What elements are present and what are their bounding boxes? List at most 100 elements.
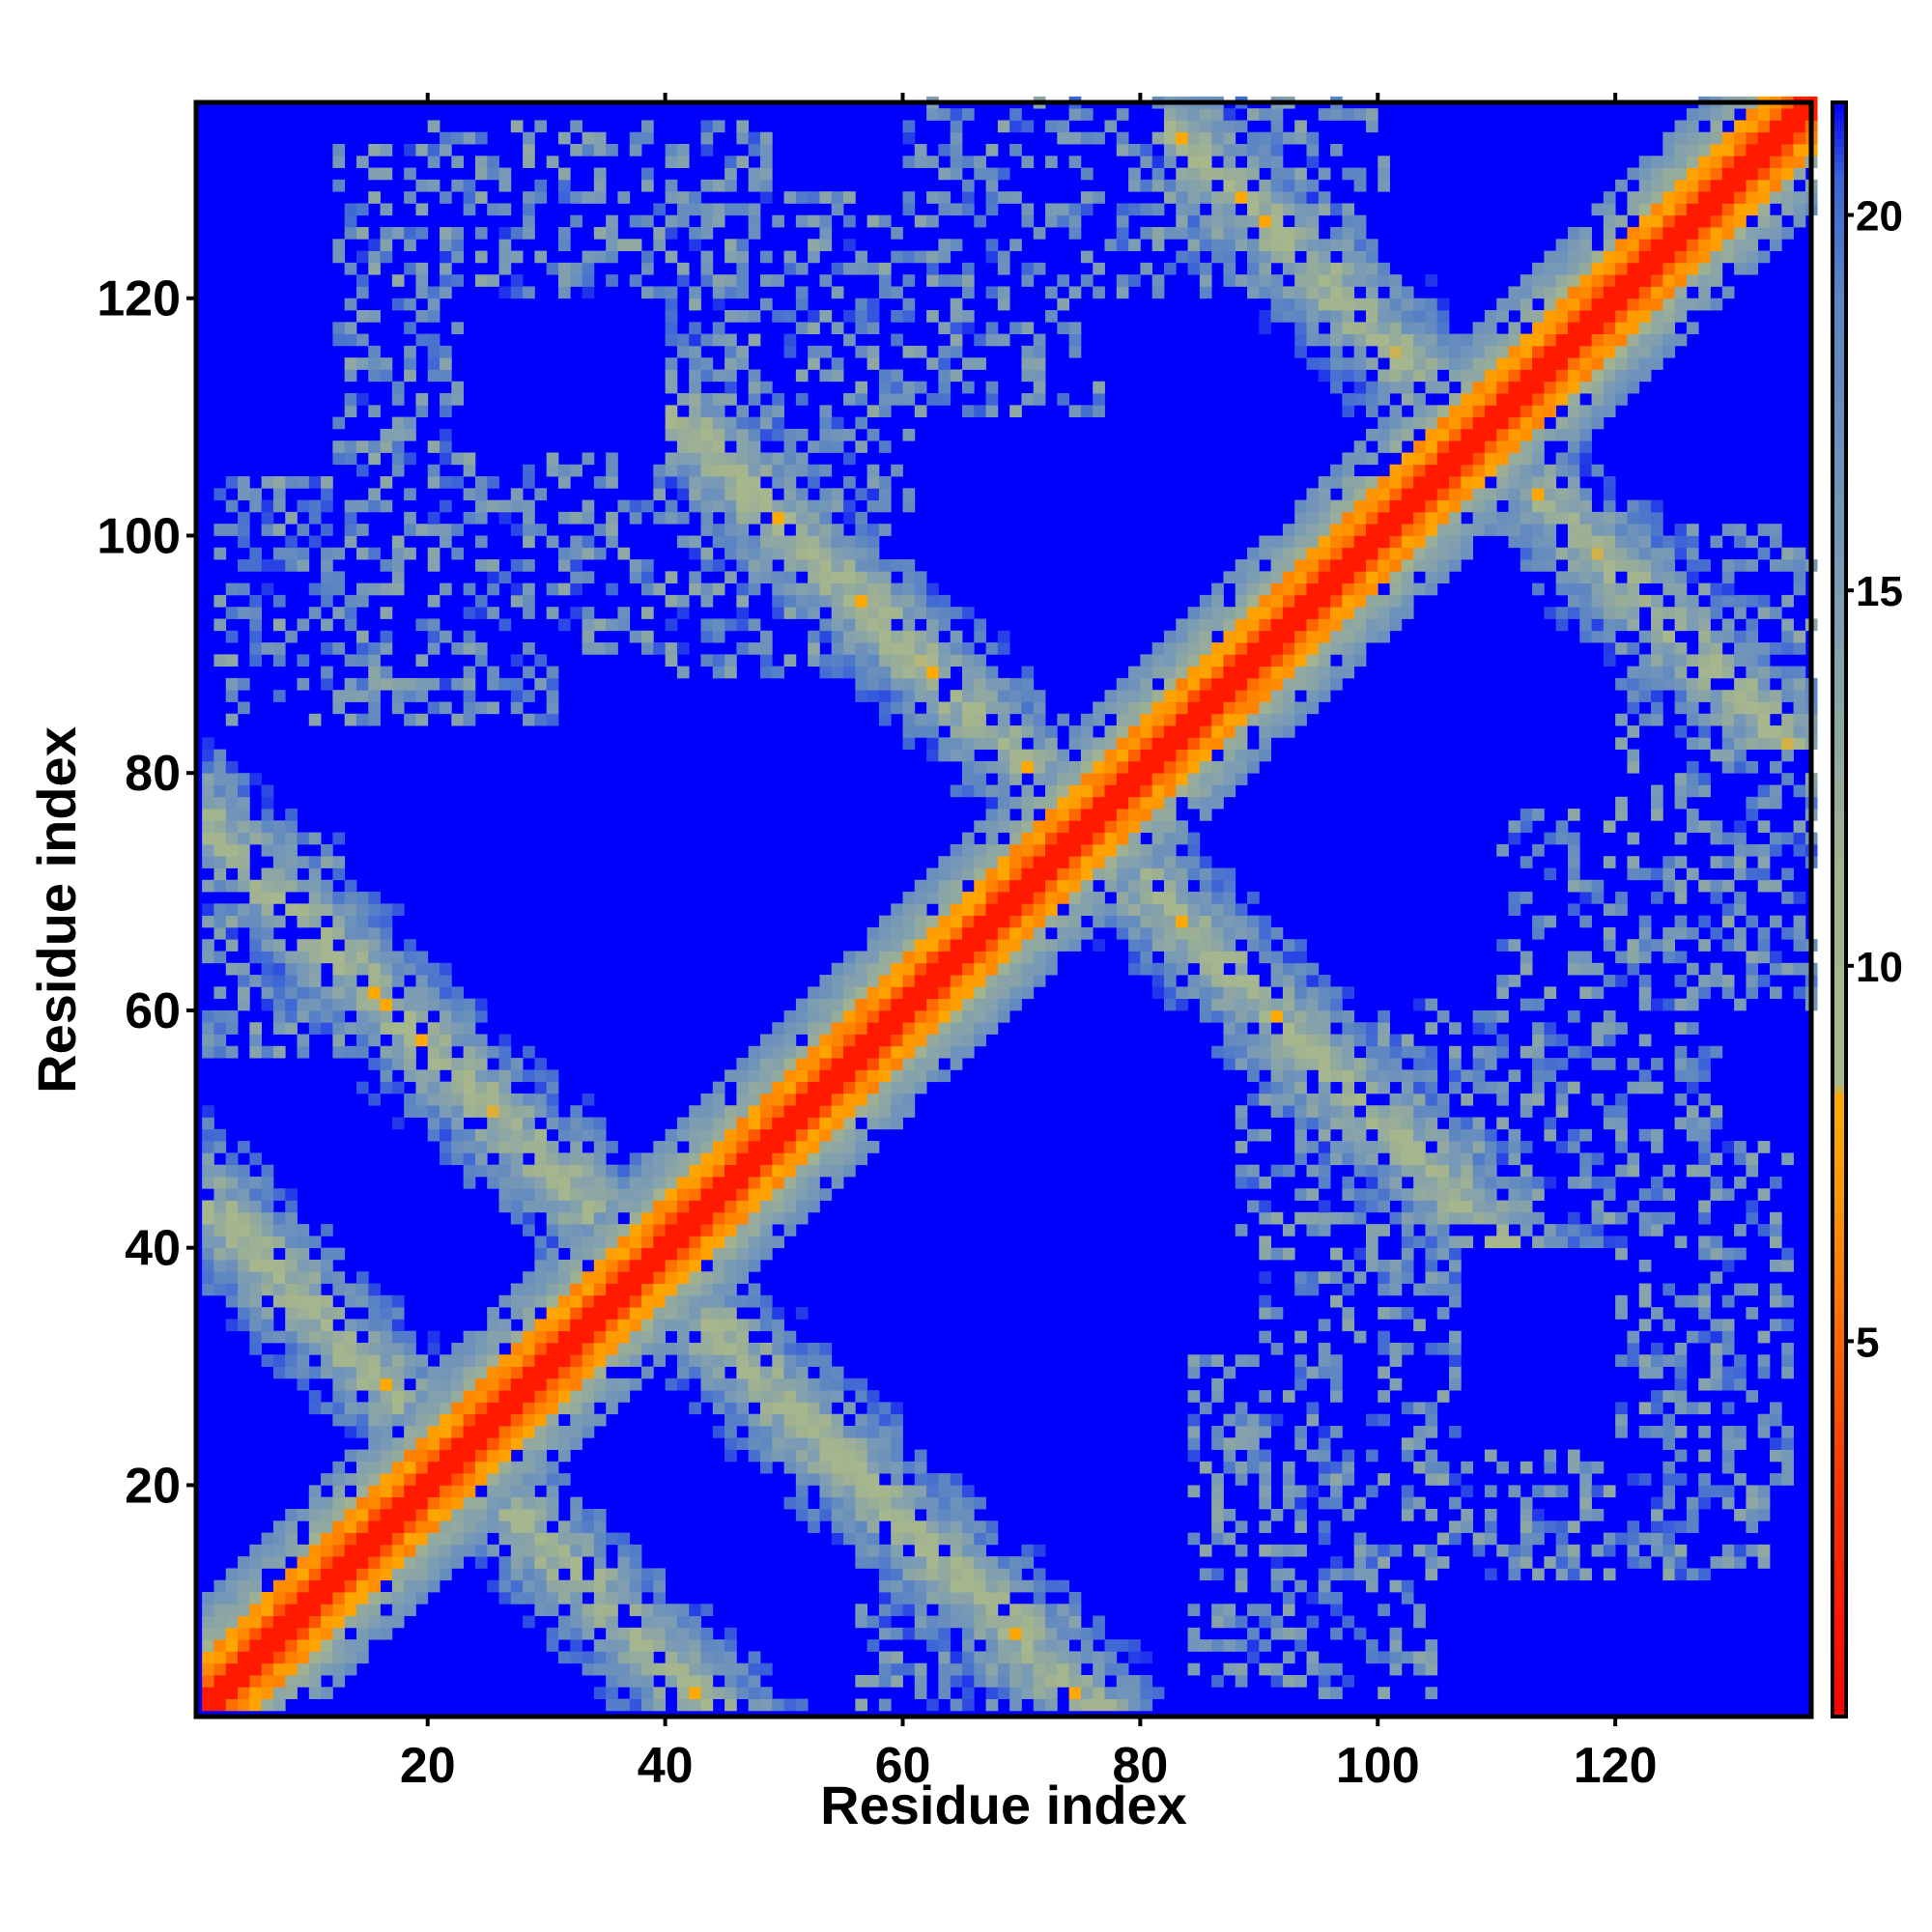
heatmap-cell [867, 1496, 880, 1510]
heatmap-cell [926, 250, 939, 264]
heatmap-cell [238, 1307, 250, 1320]
heatmap-cell [795, 1200, 809, 1213]
heatmap-cell [736, 1675, 750, 1688]
heatmap-cell [1068, 1591, 1082, 1605]
heatmap-cell [404, 1485, 416, 1498]
heatmap-cell [308, 1532, 322, 1546]
heatmap-cell [1033, 713, 1046, 726]
heatmap-cell [570, 214, 582, 228]
heatmap-cell [795, 286, 809, 299]
heatmap-cell [1199, 594, 1212, 608]
heatmap-cell [1093, 773, 1105, 785]
heatmap-cell [985, 405, 999, 417]
heatmap-cell [285, 1342, 298, 1355]
heatmap-cell [759, 1247, 773, 1261]
heatmap-cell [1211, 239, 1224, 251]
heatmap-cell [415, 1105, 429, 1118]
heatmap-cell [308, 582, 322, 596]
heatmap-cell [355, 951, 369, 964]
heatmap-cell [213, 1164, 227, 1178]
heatmap-cell [321, 559, 333, 572]
heatmap-cell [202, 951, 214, 964]
heatmap-cell [950, 843, 963, 857]
heatmap-cell [285, 951, 298, 964]
heatmap-cell [368, 1354, 381, 1367]
heatmap-cell [808, 476, 820, 489]
heatmap-cell [404, 690, 416, 702]
heatmap-cell [1259, 1485, 1272, 1498]
heatmap-cell [546, 1496, 559, 1510]
heatmap-cell [831, 998, 844, 1011]
heatmap-cell [238, 975, 250, 987]
heatmap-cell [463, 179, 476, 192]
heatmap-cell [748, 214, 761, 228]
heatmap-cell [1259, 677, 1272, 691]
heatmap-cell [938, 998, 952, 1011]
heatmap-cell [1128, 749, 1141, 762]
heatmap-cell [985, 986, 999, 1000]
heatmap-cell [1199, 144, 1212, 156]
heatmap-cell [368, 1283, 381, 1296]
heatmap-cell [463, 1069, 476, 1083]
heatmap-cell [332, 1271, 346, 1284]
heatmap-cell [1163, 690, 1177, 702]
heatmap-cell [1068, 131, 1082, 145]
heatmap-cell [344, 1473, 357, 1486]
heatmap-cell [285, 1544, 298, 1557]
heatmap-cell [759, 547, 773, 560]
heatmap-cell [474, 1152, 488, 1166]
heatmap-cell [748, 1283, 761, 1296]
heatmap-cell [1306, 701, 1320, 715]
heatmap-cell [427, 1532, 440, 1546]
heatmap-cell [617, 1176, 631, 1189]
heatmap-cell [606, 1402, 618, 1415]
heatmap-cell [843, 1508, 856, 1521]
heatmap-cell [1199, 784, 1212, 798]
heatmap-cell [474, 131, 488, 145]
heatmap-cell [641, 1675, 654, 1688]
heatmap-cell [321, 1342, 333, 1355]
heatmap-cell [1270, 286, 1284, 299]
heatmap-cell [593, 1354, 607, 1367]
heatmap-cell [808, 1105, 820, 1118]
heatmap-cell [724, 416, 737, 430]
heatmap-cell [736, 582, 750, 596]
heatmap-cell [1163, 879, 1177, 893]
heatmap-cell [748, 1378, 761, 1391]
heatmap-cell [700, 369, 714, 383]
heatmap-cell [748, 559, 761, 572]
heatmap-cell [819, 1069, 833, 1083]
heatmap-cell [332, 1378, 346, 1391]
heatmap-cell [451, 227, 465, 240]
heatmap-cell [1259, 108, 1272, 121]
heatmap-cell [1093, 131, 1105, 145]
heatmap-cell [878, 1508, 892, 1521]
heatmap-cell [843, 476, 856, 489]
heatmap-cell [368, 357, 381, 370]
heatmap-cell [985, 1532, 999, 1546]
heatmap-cell [617, 1247, 631, 1261]
heatmap-cell [724, 1378, 737, 1391]
heatmap-cell [368, 915, 381, 928]
heatmap-cell [380, 250, 393, 264]
heatmap-cell [1282, 239, 1295, 251]
heatmap-cell [225, 1651, 239, 1664]
heatmap-cell [487, 1081, 499, 1094]
heatmap-cell [1080, 1651, 1094, 1664]
heatmap-cell [819, 428, 833, 441]
heatmap-cell [1211, 892, 1224, 904]
heatmap-cell [297, 1651, 310, 1664]
heatmap-cell [926, 393, 939, 406]
heatmap-cell [297, 476, 310, 489]
heatmap-cell [1187, 203, 1201, 216]
heatmap-cell [653, 1591, 667, 1605]
heatmap-cell [238, 867, 250, 881]
heatmap-cell [641, 1615, 654, 1629]
heatmap-cell [629, 1224, 642, 1236]
heatmap-cell [629, 1378, 642, 1391]
heatmap-cell [451, 1413, 465, 1427]
heatmap-cell [1187, 690, 1201, 702]
heatmap-cell [1151, 654, 1165, 668]
heatmap-cell [487, 677, 499, 691]
heatmap-cell [843, 607, 856, 619]
